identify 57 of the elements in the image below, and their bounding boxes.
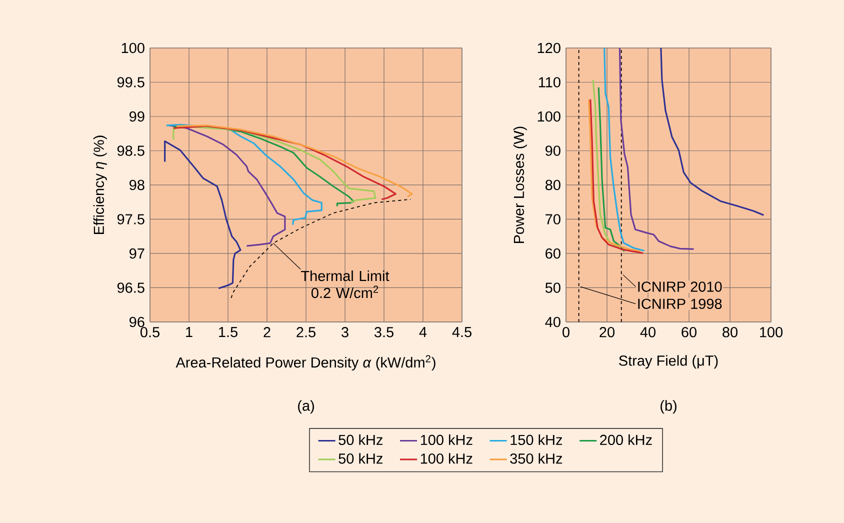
y-axis-title: Power Losses (W) — [513, 126, 527, 244]
y-tick-label: 97 — [130, 248, 144, 259]
x-tick-label: 1.5 — [219, 327, 238, 338]
y-tick-label: 97.5 — [117, 214, 144, 224]
y-tick-label: 120 — [538, 42, 560, 54]
x-tick-label: 0 — [562, 327, 570, 338]
line-series — [168, 124, 286, 247]
x-tick-label: 40 — [640, 327, 656, 338]
x-tick-label: 0.5 — [140, 327, 160, 338]
y-tick-label: 98.5 — [117, 146, 144, 156]
x-axis-title: Area-Related Power Density α (kW/dm$^{2}$) — [176, 355, 436, 370]
annotation: Thermal Limit 0.2 W/cm$^{2}$ — [301, 270, 390, 298]
text: (b) — [660, 400, 676, 414]
legend-label: 200 kHz — [600, 434, 652, 446]
x-tick-label: 3 — [342, 327, 348, 338]
x-tick-label: 4 — [419, 327, 427, 337]
legend-label: 50 kHz — [338, 453, 382, 464]
y-axis-title: Efficiency η (%) — [93, 136, 107, 234]
x-tick-label: 3.5 — [374, 327, 394, 338]
y-tick-label: 110 — [538, 77, 560, 88]
text: (a) — [298, 400, 314, 414]
y-tick-label: 98 — [130, 180, 144, 190]
y-tick-label: 90 — [546, 146, 560, 156]
y-tick-label: 99.5 — [117, 77, 144, 88]
y-tick-label: 96.5 — [117, 282, 144, 293]
x-tick-label: 80 — [722, 327, 738, 338]
legend-label: 150 kHz — [510, 434, 562, 446]
x-tick-label: 2.5 — [296, 327, 316, 338]
y-tick-label: 99 — [130, 111, 144, 122]
line-series — [164, 140, 242, 290]
x-tick-label: 100 — [760, 327, 783, 338]
y-tick-label: 100 — [538, 111, 560, 122]
legend-label: 100 kHz — [420, 453, 472, 464]
line-series — [598, 86, 626, 252]
line-series — [604, 48, 646, 252]
x-tick-label: 4.5 — [452, 327, 472, 338]
legend-label: 350 kHz — [510, 453, 562, 464]
ref-line-label: ICNIRP 1998 — [638, 298, 722, 309]
x-axis-title: Stray Field (μT) — [619, 355, 718, 369]
legend-label: 50 kHz — [338, 434, 382, 446]
x-tick-label: 20 — [600, 327, 615, 338]
legend-label: 100 kHz — [420, 434, 472, 446]
x-tick-label: 1 — [186, 327, 192, 337]
y-tick-label: 70 — [546, 214, 560, 224]
y-tick-label: 80 — [545, 180, 560, 190]
line-series — [592, 79, 622, 249]
line-series — [230, 198, 411, 298]
x-tick-label: 60 — [682, 327, 697, 338]
y-tick-label: 96 — [130, 316, 144, 328]
y-tick-label: 50 — [545, 282, 560, 293]
y-tick-label: 60 — [546, 248, 560, 259]
ref-line-label: ICNIRP 2010 — [638, 282, 722, 292]
y-tick-label: 100 — [122, 42, 144, 54]
line-series — [618, 48, 695, 250]
y-tick-label: 40 — [545, 316, 560, 328]
line-series — [660, 48, 764, 216]
x-tick-label: 2 — [264, 327, 270, 338]
